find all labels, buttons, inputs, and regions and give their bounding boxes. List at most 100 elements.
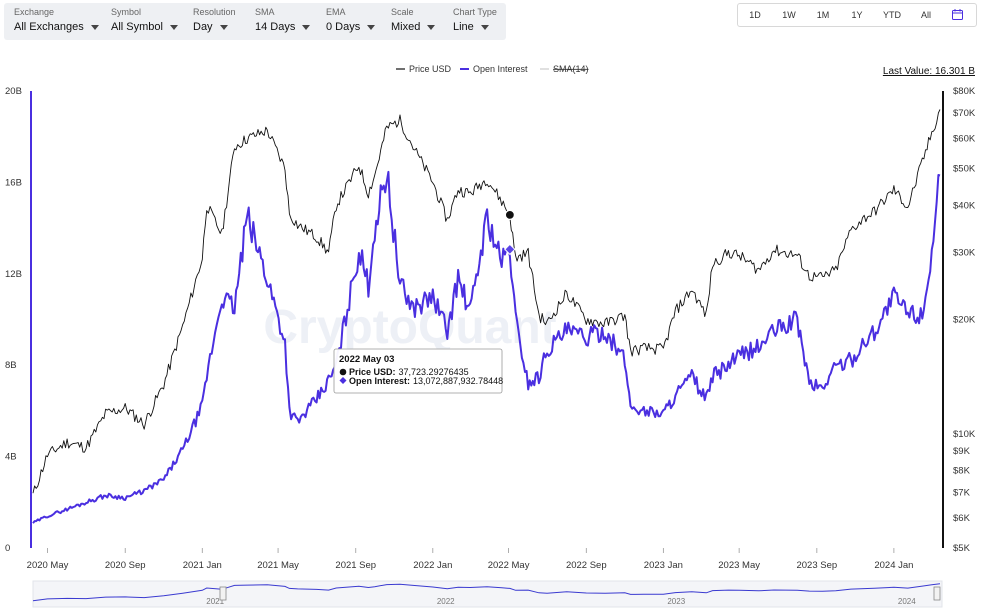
last-value: Last Value: 16.301 B: [883, 66, 975, 77]
navigator-year-label: 2021: [206, 597, 224, 606]
x-tick-label: 2024 Jan: [874, 560, 913, 571]
navigator-labels: 20202021202220232024: [206, 597, 916, 606]
chevron-down-icon: [90, 24, 99, 30]
left-tick-label: 0: [5, 543, 10, 554]
right-tick-label: $10K: [953, 429, 976, 440]
x-tick-label: 2021 Sep: [335, 560, 376, 571]
navigator[interactable]: 20202021202220232024: [0, 580, 943, 608]
resolution-value: Day: [193, 21, 213, 33]
resolution-label: Resolution: [193, 7, 236, 17]
tooltip-oi-label: Open Interest:: [349, 376, 410, 386]
scale-value: Mixed: [391, 21, 421, 33]
legend: Price USD Open Interest SMA(14): [396, 64, 589, 74]
svg-text:Price USD:37,723.29276435: Price USD: 37,723.29276435: [349, 367, 469, 377]
calendar-icon[interactable]: [942, 8, 972, 22]
right-tick-label: $7K: [953, 488, 971, 499]
x-tick-label: 2022 Sep: [566, 560, 607, 571]
symbol-value: All Symbol: [111, 21, 163, 33]
symbol-label: Symbol: [111, 7, 142, 17]
navigator-handle-right[interactable]: [933, 586, 941, 601]
sma-dropdown[interactable]: SMA 14 Days: [245, 3, 316, 40]
chevron-down-icon: [169, 24, 178, 30]
left-tick-label: 16B: [5, 177, 22, 188]
right-axis-ticks: $5K $6K $7K $8K $9K $10K $20K $30K $40K $50K $60K $…: [953, 86, 976, 554]
right-tick-label: $8K: [953, 466, 971, 477]
range-all-button[interactable]: All: [920, 10, 931, 20]
x-tick-label: 2022 May: [488, 560, 530, 571]
sma-value: 14 Days: [255, 21, 296, 33]
legend-price-label[interactable]: Price USD: [409, 64, 452, 74]
resolution-dropdown[interactable]: Resolution Day: [183, 3, 245, 40]
range-1d-button[interactable]: 1D: [749, 10, 761, 20]
exchange-dropdown[interactable]: Exchange All Exchanges: [4, 3, 101, 40]
tooltip-oi-diamond: [339, 377, 347, 384]
right-tick-label: $5K: [953, 543, 971, 554]
range-ytd-button[interactable]: YTD: [883, 10, 901, 20]
x-tick-label: 2023 May: [718, 560, 760, 571]
tooltip-price-label: Price USD:: [349, 367, 396, 377]
scale-label: Scale: [391, 7, 414, 17]
navigator-background: [32, 580, 943, 608]
range-selector: 1D 1W 1M 1Y YTD All: [737, 3, 977, 27]
hover-markers: [504, 209, 516, 256]
legend-sma-label[interactable]: SMA(14): [553, 64, 589, 74]
x-axis-ticks: 2020 May 2020 Sep 2021 Jan 2021 May 2021 Sep…: [27, 548, 913, 571]
chart-type-dropdown[interactable]: Chart Type Line: [443, 3, 506, 40]
ema-label: EMA: [326, 7, 346, 17]
x-tick-label: 2023 Jan: [644, 560, 683, 571]
navigator-year-label: 2023: [667, 597, 685, 606]
chart-type-label: Chart Type: [453, 7, 497, 17]
series-price-usd[interactable]: [32, 109, 941, 494]
symbol-dropdown[interactable]: Symbol All Symbol: [101, 3, 183, 40]
hover-marker-price: [504, 209, 515, 221]
x-tick-label: 2020 May: [27, 560, 69, 571]
svg-text:Open Interest:13,072,887,932.7: Open Interest: 13,072,887,932.78448: [349, 376, 503, 386]
tooltip-oi-value: 13,072,887,932.78448: [413, 376, 503, 386]
x-tick-label: 2021 Jan: [183, 560, 222, 571]
series-layer: [32, 109, 941, 524]
right-tick-label: $60K: [953, 133, 976, 144]
tooltip-date: 2022 May 03: [339, 354, 394, 365]
navigator-handle-left[interactable]: [219, 586, 227, 601]
right-tick-label: $9K: [953, 446, 971, 457]
right-tick-label: $30K: [953, 248, 976, 259]
sma-label: SMA: [255, 7, 275, 17]
chevron-down-icon: [219, 24, 228, 30]
navigator-year-label: 2024: [898, 597, 916, 606]
right-tick-label: $80K: [953, 86, 976, 97]
right-tick-label: $50K: [953, 163, 976, 174]
exchange-label: Exchange: [14, 7, 55, 17]
x-tick-label: 2022 Jan: [413, 560, 452, 571]
series-open-interest[interactable]: [32, 170, 941, 524]
navigator-year-label: 2022: [437, 597, 455, 606]
chevron-down-icon: [367, 24, 376, 30]
left-tick-label: 8B: [5, 360, 17, 371]
right-tick-label: $20K: [953, 315, 976, 326]
chevron-down-icon: [427, 24, 436, 30]
chevron-down-icon: [302, 24, 311, 30]
ema-dropdown[interactable]: EMA 0 Days: [316, 3, 381, 40]
legend-oi-label[interactable]: Open Interest: [473, 64, 528, 74]
tooltip: 2022 May 03 Price USD: 37,723.29276435 Op…: [333, 348, 503, 394]
right-tick-label: $6K: [953, 513, 971, 524]
scale-dropdown[interactable]: Scale Mixed: [381, 3, 443, 40]
left-axis-ticks: 0 4B 8B 12B 16B 20B: [5, 86, 22, 554]
ema-value: 0 Days: [326, 21, 361, 33]
range-1y-button[interactable]: 1Y: [851, 10, 863, 20]
hover-marker-oi: [504, 243, 516, 256]
right-tick-label: $40K: [953, 200, 976, 211]
tooltip-price-dot: [339, 368, 347, 376]
x-tick-label: 2023 Sep: [796, 560, 837, 571]
range-1m-button[interactable]: 1M: [816, 10, 830, 20]
range-1w-button[interactable]: 1W: [782, 10, 796, 20]
x-tick-label: 2020 Sep: [105, 560, 146, 571]
chart-type-value: Line: [453, 21, 474, 33]
left-tick-label: 4B: [5, 452, 17, 463]
left-tick-label: 20B: [5, 86, 22, 97]
chevron-down-icon: [480, 24, 489, 30]
exchange-value: All Exchanges: [14, 21, 84, 33]
right-tick-label: $70K: [953, 108, 976, 119]
x-tick-label: 2021 May: [257, 560, 299, 571]
left-tick-label: 12B: [5, 269, 22, 280]
